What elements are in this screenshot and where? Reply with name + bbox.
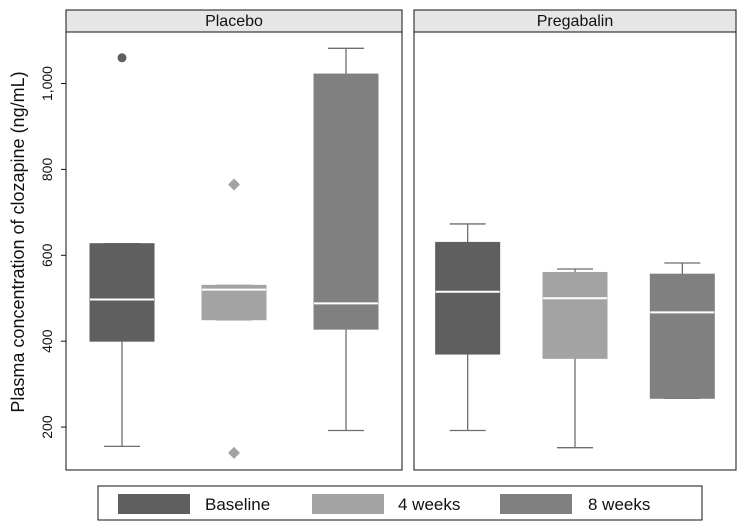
y-axis-label: Plasma concentration of clozapine (ng/mL… — [8, 71, 28, 412]
legend-swatch — [118, 494, 190, 514]
box-4-weeks — [201, 178, 267, 459]
legend-item-4-weeks: 4 weeks — [312, 494, 460, 514]
panel-title: Placebo — [205, 13, 263, 30]
box-iqr — [649, 273, 715, 399]
y-tick-label: 400 — [39, 329, 55, 353]
legend-label: Baseline — [205, 495, 270, 514]
legend-swatch — [500, 494, 572, 514]
box-4-weeks — [542, 268, 608, 449]
box-iqr — [313, 73, 379, 330]
box-baseline — [89, 53, 155, 448]
box-8-weeks — [313, 47, 379, 432]
panel-placebo: Placebo 200 400 600 800 1,000 — [39, 9, 403, 471]
y-tick-label: 600 — [39, 243, 55, 267]
outlier-point — [228, 446, 240, 459]
panel-pregabalin: Pregabalin — [413, 9, 737, 471]
panels: Placebo 200 400 600 800 1,000 Pregabalin — [39, 9, 737, 471]
outlier-point — [117, 53, 127, 63]
y-tick-label: 800 — [39, 158, 55, 182]
legend-swatch — [312, 494, 384, 514]
box-iqr — [201, 284, 267, 321]
y-tick-label: 1,000 — [39, 66, 55, 101]
box-iqr — [542, 271, 608, 359]
legend-item-8-weeks: 8 weeks — [500, 494, 650, 514]
box-iqr — [89, 243, 155, 342]
legend-label: 4 weeks — [398, 495, 460, 514]
outlier-point — [228, 178, 240, 191]
panel-title: Pregabalin — [537, 13, 614, 30]
box-iqr — [435, 241, 501, 355]
legend: Baseline 4 weeks 8 weeks — [97, 485, 703, 521]
legend-frame — [97, 485, 703, 521]
y-tick-label: 200 — [39, 415, 55, 439]
legend-item-baseline: Baseline — [118, 494, 270, 514]
box-baseline — [435, 223, 501, 432]
box-8-weeks — [649, 262, 715, 399]
legend-label: 8 weeks — [588, 495, 650, 514]
